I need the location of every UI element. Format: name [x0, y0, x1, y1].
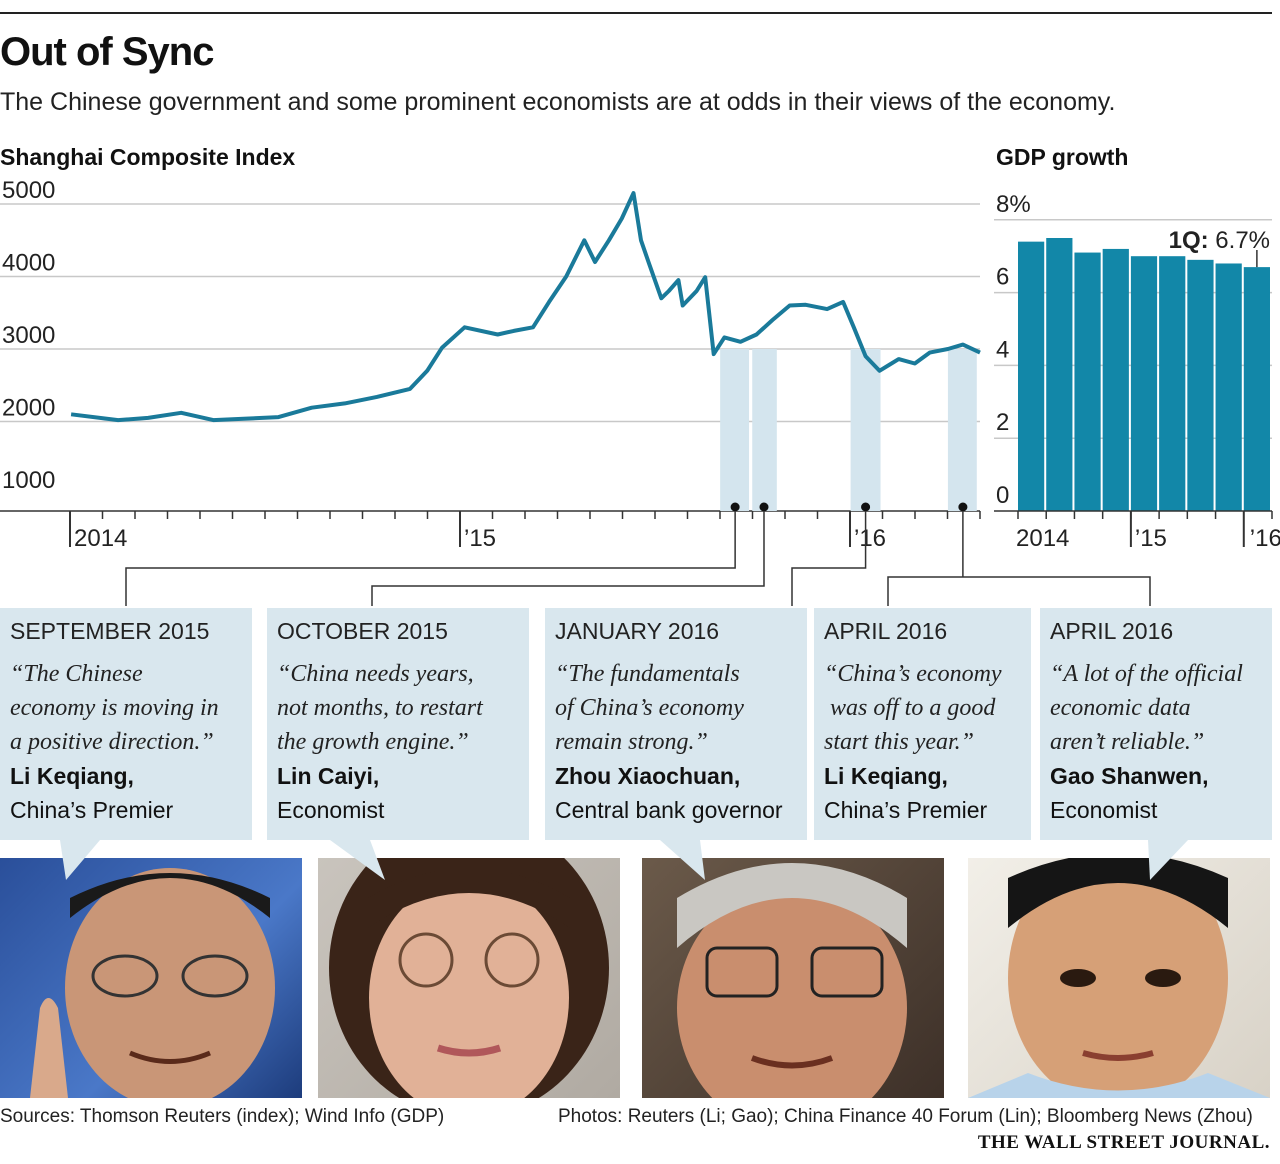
- gao-shanwen-photo: [968, 858, 1270, 1098]
- quote-line: remain strong.”: [555, 729, 708, 755]
- shaded-period: [720, 349, 750, 511]
- quote-date: JANUARY 2016: [555, 618, 720, 644]
- quote-line: of China’s economy: [555, 695, 744, 721]
- li-keqiang-photo: [0, 858, 302, 1098]
- x-tick-label: 2014: [1016, 525, 1069, 552]
- y-tick-label: 5000: [2, 177, 55, 204]
- quote-box-li-apr: APRIL 2016 “China’s economy was off to a…: [814, 608, 1031, 840]
- y-tick-label: 3000: [2, 322, 55, 349]
- page-subtitle: The Chinese government and some prominen…: [0, 88, 1116, 116]
- quote-line: start this year.”: [824, 729, 975, 755]
- quote-box-li-sep: SEPTEMBER 2015 “The Chinese economy is m…: [0, 608, 252, 840]
- x-tick-label: ’15: [464, 525, 496, 552]
- quote-role: China’s Premier: [10, 797, 174, 823]
- quote-speaker: Li Keqiang,: [10, 763, 134, 789]
- gdp-bar: [1102, 248, 1129, 512]
- x-tick-label: 2014: [74, 525, 127, 552]
- zhou-xiaochuan-photo: [642, 858, 944, 1098]
- leader-line: [371, 511, 765, 606]
- wsj-logo: THE WALL STREET JOURNAL.: [977, 1132, 1270, 1153]
- y-tick-label: 8%: [996, 191, 1031, 218]
- leader-line: [791, 511, 867, 606]
- gdp-bar: [1243, 267, 1270, 511]
- gdp-annotation: 1Q: 6.7%: [1169, 227, 1270, 254]
- quote-line: not months, to restart: [277, 695, 483, 721]
- quote-date: OCTOBER 2015: [277, 618, 448, 644]
- quote-speaker: Zhou Xiaochuan,: [555, 763, 741, 789]
- y-tick-label: 2000: [2, 395, 55, 422]
- y-tick-label: 6: [996, 264, 1009, 291]
- y-tick-label: 0: [996, 482, 1009, 509]
- leader-line: [125, 511, 736, 606]
- event-marker: [958, 502, 968, 512]
- quote-line: economy is moving in: [10, 695, 219, 721]
- quote-date: SEPTEMBER 2015: [10, 618, 210, 644]
- shaded-period: [752, 349, 777, 511]
- y-tick-label: 2: [996, 409, 1009, 436]
- quote-line: “The Chinese: [10, 661, 143, 687]
- quote-box-gao-apr: APRIL 2016 “A lot of the official econom…: [1040, 608, 1272, 840]
- quote-date: APRIL 2016: [1050, 618, 1174, 644]
- quote-role: China’s Premier: [824, 797, 988, 823]
- quote-speaker: Lin Caiyi,: [277, 763, 380, 789]
- gdp-bar: [1159, 256, 1186, 511]
- quote-line: “A lot of the official: [1050, 661, 1243, 687]
- quote-line: “China needs years,: [277, 661, 474, 687]
- gdp-bar: [1215, 263, 1242, 511]
- quote-line: “The fundamentals: [555, 661, 740, 687]
- quote-line: economic data: [1050, 695, 1191, 721]
- x-tick-label: ’15: [1135, 525, 1167, 552]
- quote-box-zhou-jan: JANUARY 2016 “The fundamentals of China’…: [545, 608, 807, 840]
- leader-line: [887, 576, 1151, 606]
- gdp-bar: [1018, 241, 1045, 511]
- index-line: [70, 191, 981, 423]
- quote-line: was off to a good: [824, 695, 996, 721]
- quote-speaker: Gao Shanwen,: [1050, 763, 1209, 789]
- quote-role: Central bank governor: [555, 797, 783, 823]
- shaded-period: [850, 349, 881, 511]
- quote-line: the growth engine.”: [277, 729, 469, 755]
- x-tick-label: ’16: [1250, 525, 1280, 552]
- event-marker: [730, 502, 740, 512]
- quote-role: Economist: [277, 797, 385, 823]
- index-chart-title: Shanghai Composite Index: [0, 144, 296, 170]
- gdp-bar: [1187, 259, 1214, 511]
- y-tick-label: 4000: [2, 250, 55, 277]
- event-marker: [861, 502, 871, 512]
- page-title: Out of Sync: [0, 30, 214, 74]
- gdp-chart-title: GDP growth: [996, 144, 1129, 170]
- chart-area: 5000 4000 3000 2000 1000 2014 ’15 ’16 8% 6 4 2 0 2014…: [0, 177, 1280, 606]
- top-rule: [0, 12, 1272, 14]
- photos-credit: Photos: Reuters (Li; Gao); China Finance…: [558, 1106, 1253, 1127]
- event-marker: [759, 502, 769, 512]
- quote-speaker: Li Keqiang,: [824, 763, 948, 789]
- quote-date: APRIL 2016: [824, 618, 948, 644]
- sources-credit: Sources: Thomson Reuters (index); Wind I…: [0, 1106, 445, 1127]
- x-tick-label: ’16: [854, 525, 886, 552]
- lin-caiyi-photo: [318, 858, 620, 1098]
- shaded-period: [947, 349, 977, 511]
- y-tick-label: 1000: [2, 467, 55, 494]
- gdp-bar: [1130, 256, 1158, 511]
- quote-line: a positive direction.”: [10, 729, 214, 755]
- quote-line: aren’t reliable.”: [1050, 729, 1205, 755]
- quote-role: Economist: [1050, 797, 1158, 823]
- quote-line: “China’s economy: [824, 661, 1002, 687]
- quote-box-lin-oct: OCTOBER 2015 “China needs years, not mon…: [267, 608, 529, 840]
- gdp-bar: [1046, 238, 1073, 511]
- gdp-bar: [1074, 252, 1101, 511]
- y-tick-label: 4: [996, 336, 1009, 363]
